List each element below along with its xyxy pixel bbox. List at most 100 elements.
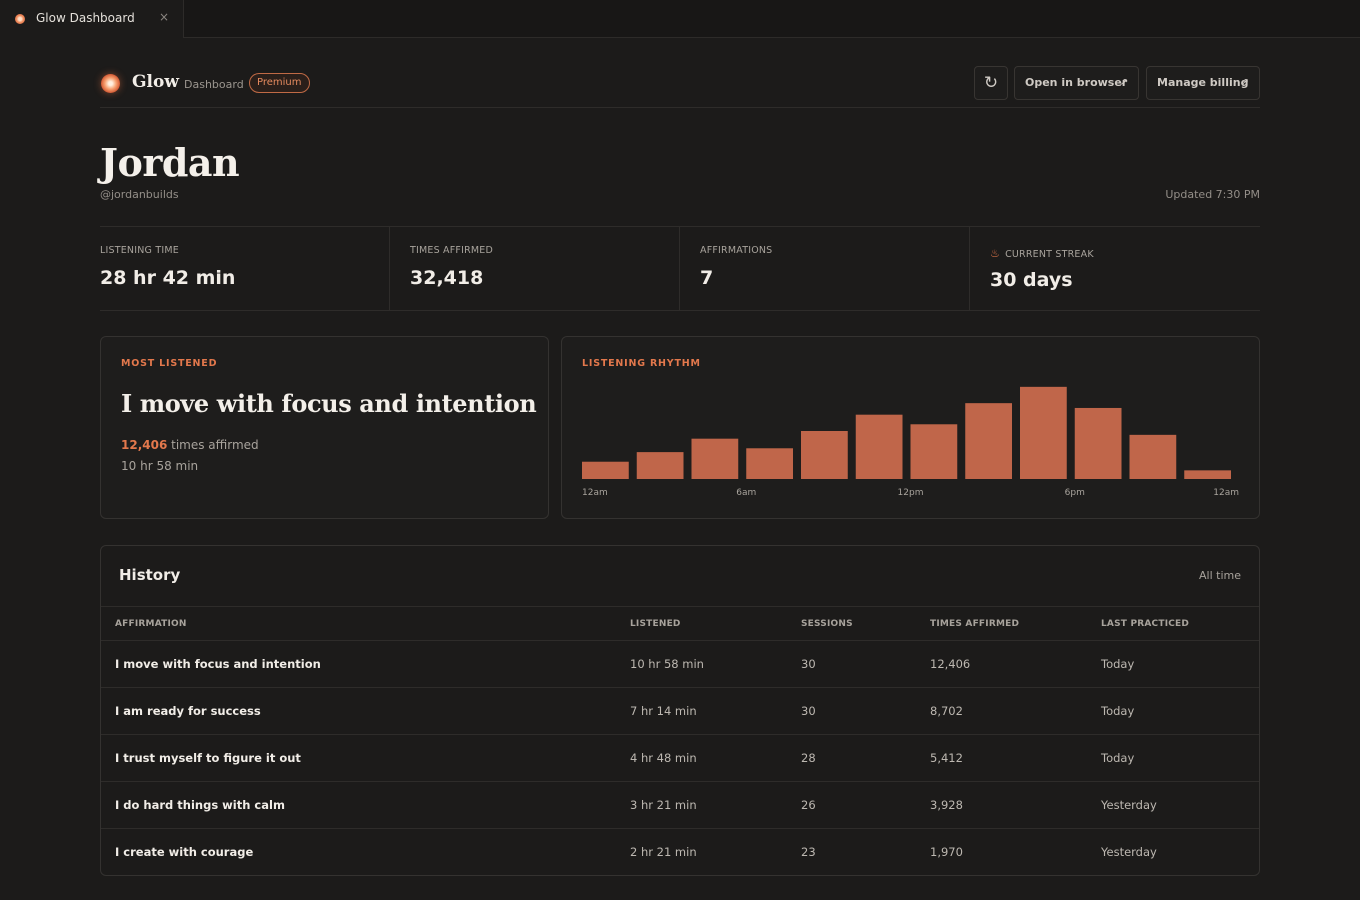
cell-affirmation: I trust myself to figure it out	[115, 751, 301, 765]
most-listened-count-line: 12,406 times affirmed	[121, 438, 259, 452]
stat-divider	[969, 227, 970, 310]
cell-listened: 7 hr 14 min	[630, 704, 697, 718]
rhythm-bar-4am	[691, 438, 739, 479]
stat-divider	[679, 227, 680, 310]
cell-times-affirmed: 1,970	[930, 845, 963, 859]
stat-value: 32,418	[410, 267, 484, 289]
brand-subtitle: Dashboard	[184, 78, 244, 91]
column-header-times-affirmed[interactable]: TIMES AFFIRMED	[930, 619, 1020, 629]
rhythm-tick-label: 12am	[582, 488, 608, 498]
cell-sessions: 30	[801, 704, 816, 718]
rhythm-bar-6pm	[1074, 407, 1122, 479]
stat-times-affirmed: TIMES AFFIRMED 32,418	[410, 227, 679, 310]
stat-affirmations: AFFIRMATIONS 7	[700, 227, 969, 310]
rhythm-bar-8pm	[1129, 434, 1177, 479]
cell-sessions: 23	[801, 845, 816, 859]
open-in-browser-button[interactable]: Open in browser ↗	[1014, 66, 1139, 100]
cell-last-practiced: Today	[1101, 704, 1135, 718]
profile-name: Jordan	[100, 140, 240, 185]
column-header-sessions[interactable]: SESSIONS	[801, 619, 853, 629]
card-label: MOST LISTENED	[121, 358, 218, 369]
cell-affirmation: I am ready for success	[115, 704, 261, 718]
table-row[interactable]: I am ready for success 7 hr 14 min 30 8,…	[101, 688, 1259, 735]
stat-label-text: CURRENT STREAK	[1005, 249, 1094, 260]
refresh-icon: ↻	[983, 73, 999, 93]
rhythm-bar-4pm	[1020, 386, 1067, 479]
manage-billing-label: Manage billing	[1157, 76, 1249, 89]
cell-sessions: 28	[801, 751, 816, 765]
stat-value: 28 hr 42 min	[100, 267, 236, 289]
most-listened-card: MOST LISTENED I move with focus and inte…	[100, 336, 549, 519]
external-link-icon: ↗	[1240, 77, 1249, 88]
count-suffix: times affirmed	[167, 438, 259, 452]
stat-value: 30 days	[990, 269, 1073, 291]
cell-last-practiced: Today	[1101, 751, 1135, 765]
table-row[interactable]: I create with courage 2 hr 21 min 23 1,9…	[101, 829, 1259, 875]
stat-label: ♨ CURRENT STREAK	[990, 247, 1094, 260]
tab-bar: Glow Dashboard ×	[0, 0, 1360, 38]
open-in-browser-label: Open in browser	[1025, 76, 1128, 89]
stat-value: 7	[700, 267, 714, 289]
most-listened-time: 10 hr 58 min	[121, 459, 199, 473]
cell-times-affirmed: 3,928	[930, 798, 963, 812]
column-header-listened[interactable]: LISTENED	[630, 619, 681, 629]
cell-last-practiced: Yesterday	[1101, 845, 1157, 859]
cell-affirmation: I do hard things with calm	[115, 798, 285, 812]
table-header: AFFIRMATION LISTENED SESSIONS TIMES AFFI…	[101, 606, 1259, 641]
tab-glow-dashboard[interactable]: Glow Dashboard ×	[0, 0, 184, 38]
rhythm-bar-6am	[746, 448, 793, 479]
stat-listening-time: LISTENING TIME 28 hr 42 min	[100, 227, 389, 310]
most-listened-title: I move with focus and intention	[121, 389, 537, 418]
manage-billing-button[interactable]: Manage billing ↗	[1146, 66, 1260, 100]
most-listened-count: 12,406	[121, 438, 168, 452]
rhythm-tick-label: 12pm	[898, 488, 924, 498]
rhythm-bar-8am	[801, 431, 848, 479]
history-filter[interactable]: All time	[1199, 569, 1241, 582]
card-label: LISTENING RHYTHM	[582, 358, 701, 369]
column-header-affirmation[interactable]: AFFIRMATION	[115, 619, 187, 629]
cell-sessions: 30	[801, 657, 816, 671]
cell-listened: 2 hr 21 min	[630, 845, 697, 859]
rhythm-bar-2pm	[965, 403, 1012, 479]
header-divider	[100, 107, 1260, 108]
close-icon[interactable]: ×	[159, 10, 170, 24]
rhythm-tick-label: 12am	[1213, 488, 1239, 498]
column-header-last-practiced[interactable]: LAST PRACTICED	[1101, 619, 1190, 629]
stat-current-streak: ♨ CURRENT STREAK 30 days	[990, 227, 1260, 310]
rhythm-bar-10pm	[1184, 470, 1231, 479]
rhythm-bar-2am	[636, 452, 684, 479]
tab-title: Glow Dashboard	[36, 11, 135, 25]
rhythm-bar-10am	[855, 414, 903, 479]
cell-affirmation: I move with focus and intention	[115, 657, 321, 671]
brand-name: Glow	[132, 72, 179, 92]
table-row[interactable]: I move with focus and intention 10 hr 58…	[101, 641, 1259, 688]
refresh-button[interactable]: ↻	[974, 66, 1008, 100]
glow-logo-icon	[101, 74, 120, 93]
table-row[interactable]: I do hard things with calm 3 hr 21 min 2…	[101, 782, 1259, 829]
cell-listened: 10 hr 58 min	[630, 657, 704, 671]
rhythm-bar-12pm	[910, 424, 958, 479]
listening-rhythm-card: LISTENING RHYTHM 12am 6am 12pm 6pm 12am	[561, 336, 1260, 519]
cell-times-affirmed: 12,406	[930, 657, 971, 671]
stat-label: AFFIRMATIONS	[700, 245, 773, 256]
stats-top-divider	[100, 226, 1260, 227]
premium-badge: Premium	[249, 73, 310, 93]
cell-last-practiced: Today	[1101, 657, 1135, 671]
updated-timestamp: Updated 7:30 PM	[1165, 188, 1260, 201]
rhythm-tick-label: 6am	[736, 488, 756, 498]
cell-listened: 4 hr 48 min	[630, 751, 697, 765]
history-title: History	[119, 566, 181, 584]
stat-divider	[389, 227, 390, 310]
flame-icon: ♨	[990, 247, 1001, 260]
cell-times-affirmed: 8,702	[930, 704, 963, 718]
listening-rhythm-chart: 12am 6am 12pm 6pm 12am	[582, 386, 1239, 498]
external-link-icon: ↗	[1119, 77, 1128, 88]
stats-bottom-divider	[100, 310, 1260, 311]
glow-favicon-icon	[15, 14, 25, 24]
table-row[interactable]: I trust myself to figure it out 4 hr 48 …	[101, 735, 1259, 782]
stat-label: LISTENING TIME	[100, 245, 179, 256]
cell-last-practiced: Yesterday	[1101, 798, 1157, 812]
rhythm-bar-12am	[582, 461, 629, 479]
cell-sessions: 26	[801, 798, 816, 812]
profile-handle: @jordanbuilds	[100, 188, 179, 201]
